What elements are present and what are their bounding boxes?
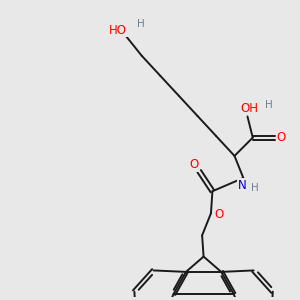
Text: N: N — [238, 179, 246, 192]
Text: OH: OH — [241, 102, 259, 115]
Text: H: H — [137, 19, 145, 29]
Text: HO: HO — [109, 24, 127, 37]
Text: H: H — [251, 183, 258, 193]
Text: H: H — [265, 100, 272, 110]
Text: O: O — [277, 131, 286, 144]
Text: O: O — [189, 158, 199, 171]
Text: O: O — [214, 208, 224, 221]
